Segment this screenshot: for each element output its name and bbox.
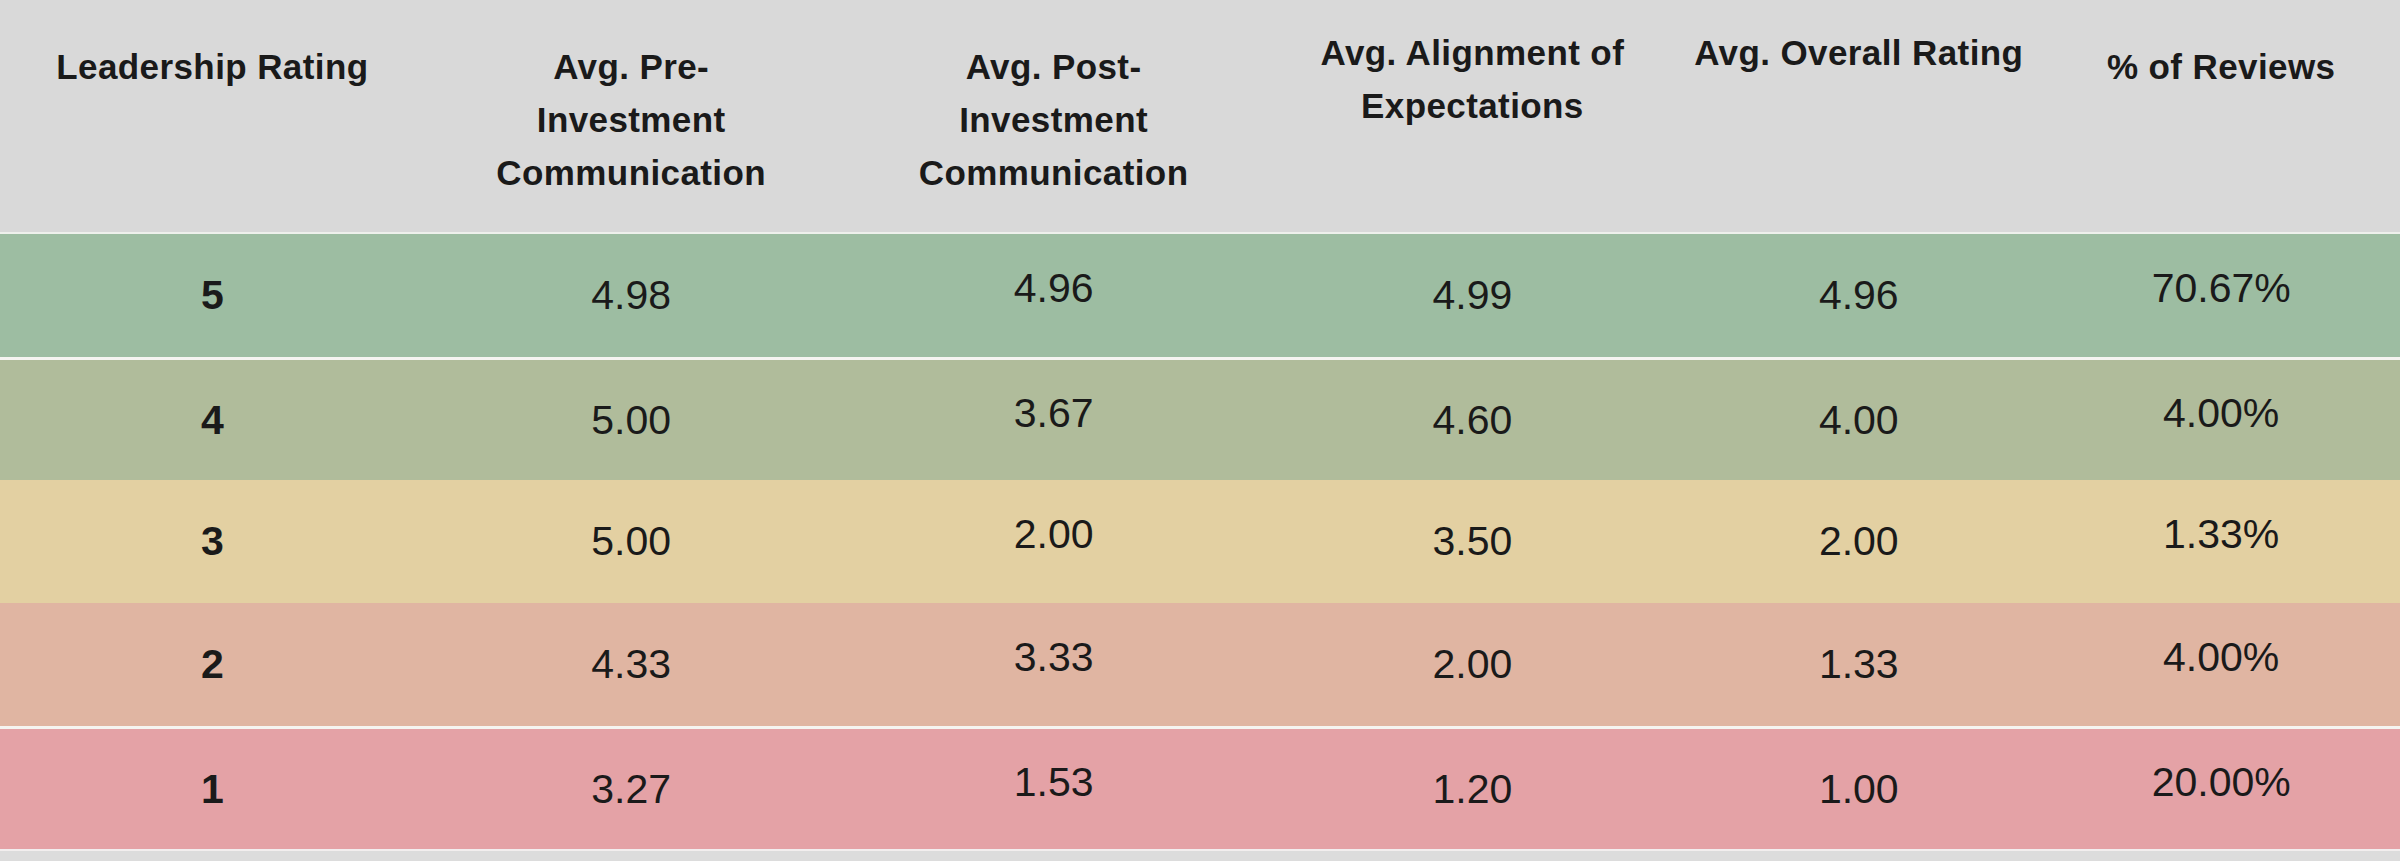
column-header-label: Avg. Overall Rating	[1694, 26, 2023, 79]
column-header-avg-post-investment-communication: Avg. Post-Investment Communication	[838, 0, 1270, 232]
cell-avg-post-investment-communication: 4.96	[838, 227, 1270, 350]
cell-pct-of-reviews: 4.00%	[2042, 596, 2400, 719]
column-header-label: Avg. Alignment of Expectations	[1307, 26, 1637, 132]
cell-avg-pre-investment-communication: 4.98	[425, 234, 838, 357]
table-row-rating-4: 4 5.00 3.67 4.60 4.00 4.00%	[0, 357, 2400, 480]
table-row-rating-3: 3 5.00 2.00 3.50 2.00 1.33%	[0, 480, 2400, 603]
column-header-label: Avg. Post-Investment Communication	[889, 40, 1219, 199]
cell-leadership-rating: 4	[0, 360, 425, 480]
column-header-label: % of Reviews	[2107, 40, 2336, 93]
cell-avg-pre-investment-communication: 5.00	[425, 360, 838, 480]
cell-avg-pre-investment-communication: 5.00	[425, 480, 838, 603]
column-header-avg-alignment-of-expectations: Avg. Alignment of Expectations	[1270, 0, 1676, 232]
cell-avg-overall-rating: 4.96	[1675, 234, 2042, 357]
cell-avg-alignment-of-expectations: 4.60	[1270, 360, 1676, 480]
cell-avg-alignment-of-expectations: 2.00	[1270, 603, 1676, 726]
cell-pct-of-reviews: 1.33%	[2042, 473, 2400, 596]
cell-avg-post-investment-communication: 3.67	[838, 353, 1270, 473]
leadership-rating-table: Leadership Rating Avg. Pre-Investment Co…	[0, 0, 2400, 861]
cell-avg-post-investment-communication: 2.00	[838, 473, 1270, 596]
column-header-label: Leadership Rating	[56, 40, 368, 93]
column-header-pct-of-reviews: % of Reviews	[2042, 0, 2400, 232]
bottom-partial-row	[0, 849, 2400, 861]
cell-avg-alignment-of-expectations: 1.20	[1270, 729, 1676, 849]
cell-avg-overall-rating: 1.00	[1675, 729, 2042, 849]
cell-avg-pre-investment-communication: 4.33	[425, 603, 838, 726]
cell-leadership-rating: 1	[0, 729, 425, 849]
cell-leadership-rating: 3	[0, 480, 425, 603]
cell-pct-of-reviews: 70.67%	[2042, 227, 2400, 350]
table-row-rating-2: 2 4.33 3.33 2.00 1.33 4.00%	[0, 603, 2400, 726]
cell-avg-overall-rating: 4.00	[1675, 360, 2042, 480]
cell-leadership-rating: 5	[0, 234, 425, 357]
cell-avg-post-investment-communication: 3.33	[838, 596, 1270, 719]
column-header-avg-pre-investment-communication: Avg. Pre-Investment Communication	[425, 0, 838, 232]
column-header-avg-overall-rating: Avg. Overall Rating	[1675, 0, 2042, 232]
table-row-rating-5: 5 4.98 4.96 4.99 4.96 70.67%	[0, 234, 2400, 357]
cell-avg-post-investment-communication: 1.53	[838, 722, 1270, 842]
cell-avg-pre-investment-communication: 3.27	[425, 729, 838, 849]
cell-avg-alignment-of-expectations: 3.50	[1270, 480, 1676, 603]
cell-leadership-rating: 2	[0, 603, 425, 726]
header-row: Leadership Rating Avg. Pre-Investment Co…	[0, 0, 2400, 234]
column-header-leadership-rating: Leadership Rating	[0, 0, 425, 232]
column-header-label: Avg. Pre-Investment Communication	[466, 40, 796, 199]
table-row-rating-1: 1 3.27 1.53 1.20 1.00 20.00%	[0, 726, 2400, 849]
cell-avg-overall-rating: 2.00	[1675, 480, 2042, 603]
cell-pct-of-reviews: 4.00%	[2042, 353, 2400, 473]
cell-avg-alignment-of-expectations: 4.99	[1270, 234, 1676, 357]
cell-pct-of-reviews: 20.00%	[2042, 722, 2400, 842]
cell-avg-overall-rating: 1.33	[1675, 603, 2042, 726]
